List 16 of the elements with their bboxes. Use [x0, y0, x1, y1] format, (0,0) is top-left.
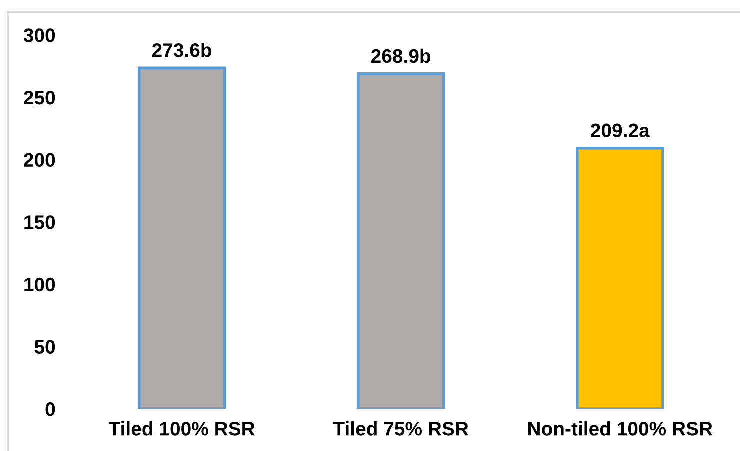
- x-tick-label: Non-tiled 100% RSR: [528, 422, 713, 436]
- data-label: 209.2a: [591, 124, 650, 138]
- bar: [576, 146, 664, 410]
- y-tick-label: 100: [24, 278, 56, 292]
- x-tick-label: Tiled 100% RSR: [108, 422, 255, 436]
- bar: [356, 72, 446, 410]
- x-tick-label: Tiled 75% RSR: [333, 422, 469, 436]
- y-tick-label: 250: [24, 90, 56, 105]
- y-tick-label: 200: [24, 153, 56, 168]
- bar: [138, 66, 226, 410]
- y-tick-label: 150: [24, 216, 56, 230]
- y-tick-label: 50: [34, 340, 56, 354]
- y-tick-label: 0: [46, 402, 56, 416]
- y-tick-label: 300: [24, 28, 56, 42]
- data-label: 273.6b: [152, 43, 212, 58]
- data-label: 268.9b: [371, 48, 431, 64]
